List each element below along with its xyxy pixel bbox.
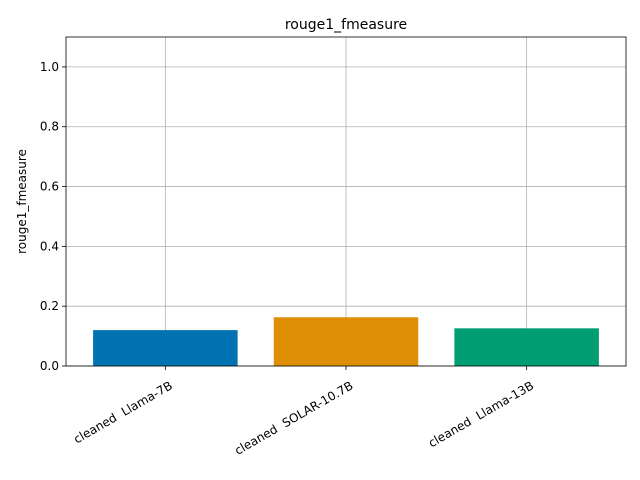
y-tick-label: 0.6 <box>40 180 59 194</box>
y-tick-label: 0.2 <box>40 299 59 313</box>
axes: 0.0 0.2 0.4 0.6 0.8 1.0 cleaned Llama-7B cleane… <box>40 36 627 458</box>
bar-1 <box>93 330 238 366</box>
y-tick-label: 1.0 <box>40 60 59 74</box>
y-axis-label: rouge1_fmeasure <box>15 149 29 254</box>
y-tick-label: 0.8 <box>40 120 59 134</box>
y-tick-label: 0.4 <box>40 239 59 253</box>
x-tick-label: cleaned SOLAR-10.7B <box>232 378 355 457</box>
x-tick-label: cleaned Llama-13B <box>426 378 536 450</box>
chart-title: rouge1_fmeasure <box>285 17 407 33</box>
bars <box>93 317 599 366</box>
x-tick-label: cleaned Llama-7B <box>71 378 175 446</box>
grid-lines <box>66 37 626 367</box>
bar-3 <box>454 328 599 366</box>
bar-2 <box>273 317 419 366</box>
y-tick-label: 0.0 <box>40 359 59 373</box>
